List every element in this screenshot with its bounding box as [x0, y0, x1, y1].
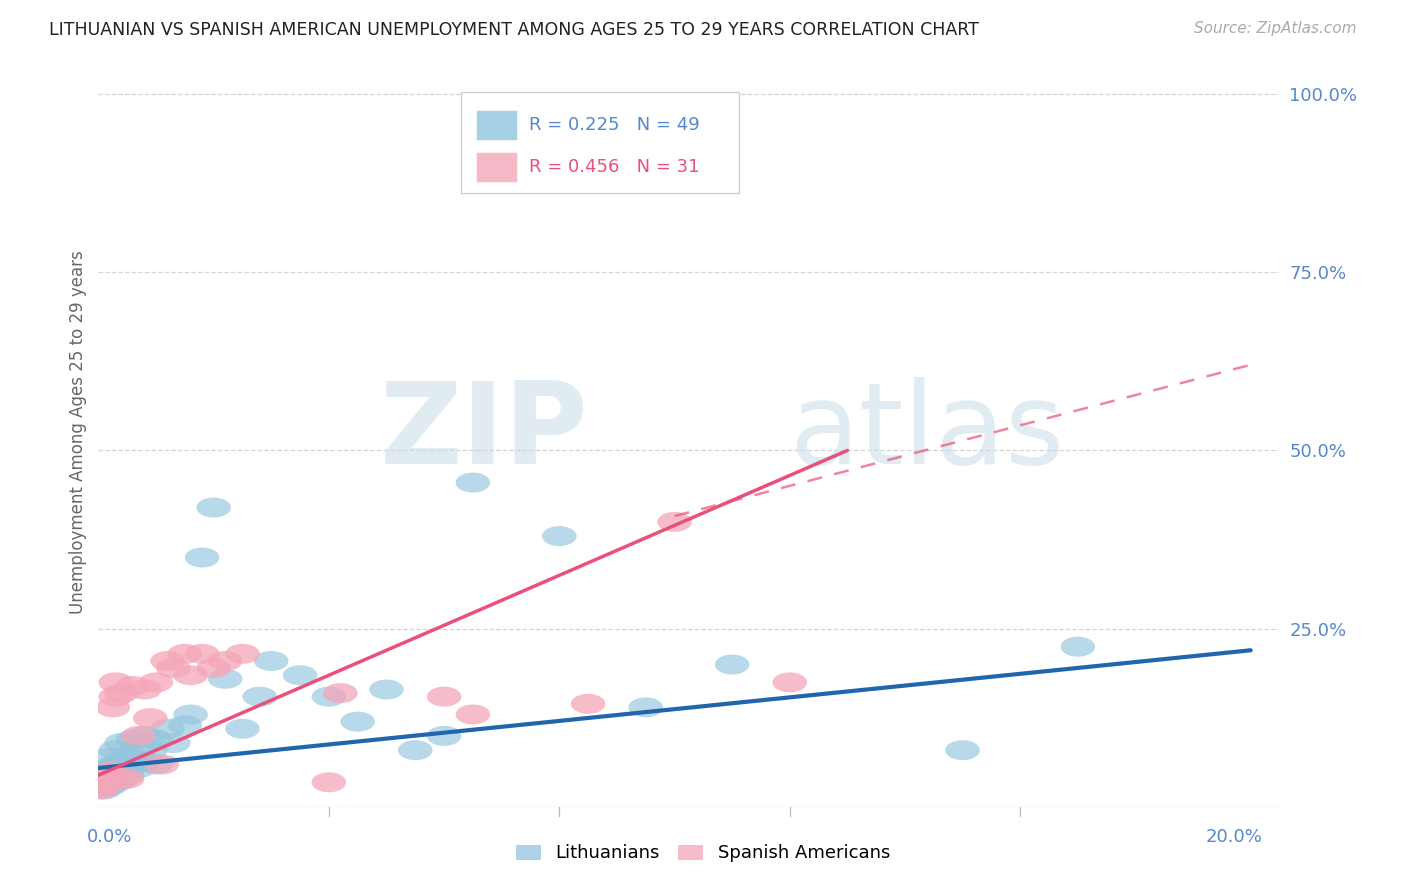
Ellipse shape [456, 705, 491, 724]
Ellipse shape [110, 747, 145, 767]
Ellipse shape [87, 762, 121, 781]
Ellipse shape [98, 740, 134, 760]
Ellipse shape [225, 719, 260, 739]
Ellipse shape [197, 498, 231, 517]
Ellipse shape [173, 665, 208, 685]
Ellipse shape [139, 730, 173, 749]
Ellipse shape [127, 726, 162, 746]
Ellipse shape [139, 673, 173, 692]
Ellipse shape [370, 680, 404, 699]
Ellipse shape [945, 740, 980, 760]
FancyBboxPatch shape [477, 111, 516, 140]
Text: ZIP: ZIP [380, 377, 589, 488]
Ellipse shape [127, 680, 162, 699]
Ellipse shape [184, 548, 219, 567]
Text: atlas: atlas [789, 377, 1064, 488]
Ellipse shape [104, 769, 139, 789]
Ellipse shape [90, 772, 124, 792]
Ellipse shape [184, 644, 219, 664]
Ellipse shape [167, 715, 202, 735]
Ellipse shape [93, 776, 127, 796]
Ellipse shape [121, 758, 156, 778]
Ellipse shape [225, 644, 260, 664]
FancyBboxPatch shape [461, 92, 738, 193]
Ellipse shape [121, 726, 156, 746]
Ellipse shape [93, 758, 127, 778]
Ellipse shape [110, 758, 145, 778]
Ellipse shape [115, 730, 150, 749]
Text: R = 0.456   N = 31: R = 0.456 N = 31 [530, 158, 700, 176]
Ellipse shape [167, 644, 202, 664]
Ellipse shape [340, 712, 375, 731]
Ellipse shape [427, 726, 461, 746]
Text: Source: ZipAtlas.com: Source: ZipAtlas.com [1194, 21, 1357, 36]
Ellipse shape [84, 776, 118, 796]
Ellipse shape [242, 687, 277, 706]
Ellipse shape [283, 665, 318, 685]
Ellipse shape [208, 651, 242, 671]
Ellipse shape [254, 651, 288, 671]
Ellipse shape [98, 772, 134, 792]
Ellipse shape [104, 683, 139, 703]
Ellipse shape [312, 772, 346, 792]
Ellipse shape [90, 772, 124, 792]
Text: R = 0.225   N = 49: R = 0.225 N = 49 [530, 117, 700, 135]
Ellipse shape [312, 687, 346, 706]
Ellipse shape [323, 683, 357, 703]
Ellipse shape [456, 473, 491, 492]
FancyBboxPatch shape [477, 152, 516, 182]
Ellipse shape [398, 740, 433, 760]
Ellipse shape [134, 708, 167, 728]
Legend: Lithuanians, Spanish Americans: Lithuanians, Spanish Americans [509, 838, 897, 870]
Ellipse shape [156, 733, 191, 753]
Ellipse shape [628, 698, 664, 717]
Ellipse shape [93, 747, 127, 767]
Ellipse shape [427, 687, 461, 706]
Ellipse shape [121, 737, 156, 756]
Ellipse shape [110, 765, 145, 785]
Ellipse shape [115, 755, 150, 774]
Ellipse shape [93, 762, 127, 781]
Ellipse shape [104, 751, 139, 771]
Ellipse shape [150, 651, 184, 671]
Ellipse shape [84, 780, 118, 799]
Ellipse shape [571, 694, 606, 714]
Ellipse shape [139, 755, 173, 774]
Ellipse shape [104, 733, 139, 753]
Ellipse shape [96, 698, 131, 717]
Text: LITHUANIAN VS SPANISH AMERICAN UNEMPLOYMENT AMONG AGES 25 TO 29 YEARS CORRELATIO: LITHUANIAN VS SPANISH AMERICAN UNEMPLOYM… [49, 21, 979, 38]
Ellipse shape [150, 719, 184, 739]
Ellipse shape [98, 687, 134, 706]
Ellipse shape [127, 751, 162, 771]
Ellipse shape [101, 762, 136, 781]
Ellipse shape [87, 780, 121, 799]
Ellipse shape [208, 669, 242, 689]
Ellipse shape [134, 740, 167, 760]
Ellipse shape [110, 769, 145, 789]
Ellipse shape [714, 655, 749, 674]
Ellipse shape [98, 673, 134, 692]
Ellipse shape [96, 769, 131, 789]
Ellipse shape [173, 705, 208, 724]
Text: 20.0%: 20.0% [1205, 828, 1263, 846]
Ellipse shape [657, 512, 692, 532]
Ellipse shape [104, 769, 139, 789]
Ellipse shape [772, 673, 807, 692]
Ellipse shape [543, 526, 576, 546]
Ellipse shape [87, 776, 121, 796]
Ellipse shape [1060, 637, 1095, 657]
Ellipse shape [115, 676, 150, 696]
Text: 0.0%: 0.0% [87, 828, 132, 846]
Ellipse shape [145, 755, 179, 774]
Ellipse shape [156, 658, 191, 678]
Ellipse shape [197, 658, 231, 678]
Ellipse shape [98, 755, 134, 774]
Y-axis label: Unemployment Among Ages 25 to 29 years: Unemployment Among Ages 25 to 29 years [69, 251, 87, 615]
